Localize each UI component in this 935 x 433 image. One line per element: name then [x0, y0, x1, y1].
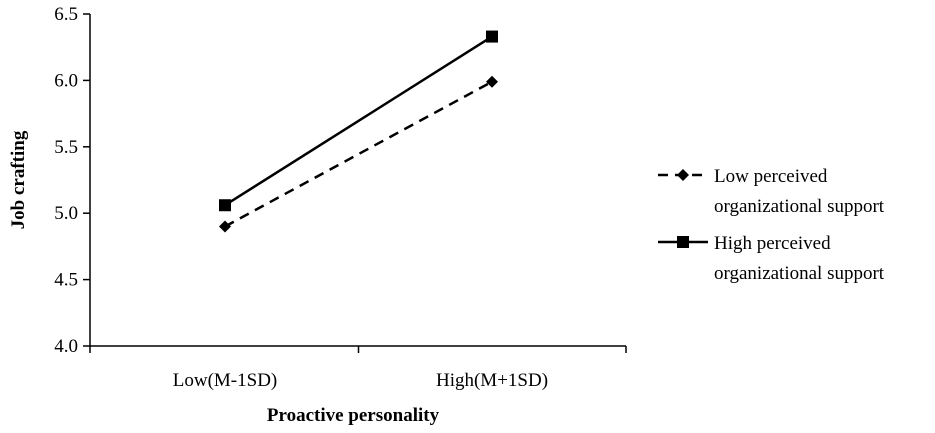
- diamond-marker: [486, 75, 498, 88]
- x-axis-title: Proactive personality: [267, 405, 440, 426]
- x-ticks: Low(M-1SD) High(M+1SD): [89, 346, 627, 391]
- legend-label: organizational support: [714, 263, 885, 284]
- series-low-pos: [219, 75, 498, 233]
- y-tick-label: 4.5: [54, 270, 78, 291]
- legend-item: High perceived organizational support: [658, 233, 885, 284]
- y-tick-label: 6.0: [54, 70, 78, 91]
- y-ticks: 4.0 4.5 5.0 5.5 6.0 6.5: [54, 4, 90, 357]
- square-marker: [219, 199, 231, 212]
- square-marker: [486, 30, 498, 43]
- x-tick-label: Low(M-1SD): [173, 370, 278, 391]
- legend-item: Low perceived organizational support: [658, 166, 885, 217]
- x-tick-label: High(M+1SD): [436, 370, 548, 391]
- series-line: [224, 35, 493, 207]
- y-tick-label: 5.0: [54, 203, 78, 224]
- y-axis-title: Job crafting: [8, 130, 29, 229]
- diamond-marker: [219, 220, 231, 233]
- series-layer: [219, 30, 498, 233]
- legend-label: Low perceived: [714, 166, 828, 187]
- series-line: [224, 80, 493, 228]
- y-tick-label: 4.0: [54, 336, 78, 357]
- legend-label: High perceived: [714, 233, 831, 254]
- legend-diamond-marker: [677, 169, 689, 181]
- y-tick-label: 5.5: [54, 137, 78, 158]
- y-tick-label: 6.5: [54, 4, 78, 25]
- legend-label: organizational support: [714, 196, 885, 217]
- legend-square-marker: [677, 236, 689, 248]
- series-high-pos: [219, 30, 498, 212]
